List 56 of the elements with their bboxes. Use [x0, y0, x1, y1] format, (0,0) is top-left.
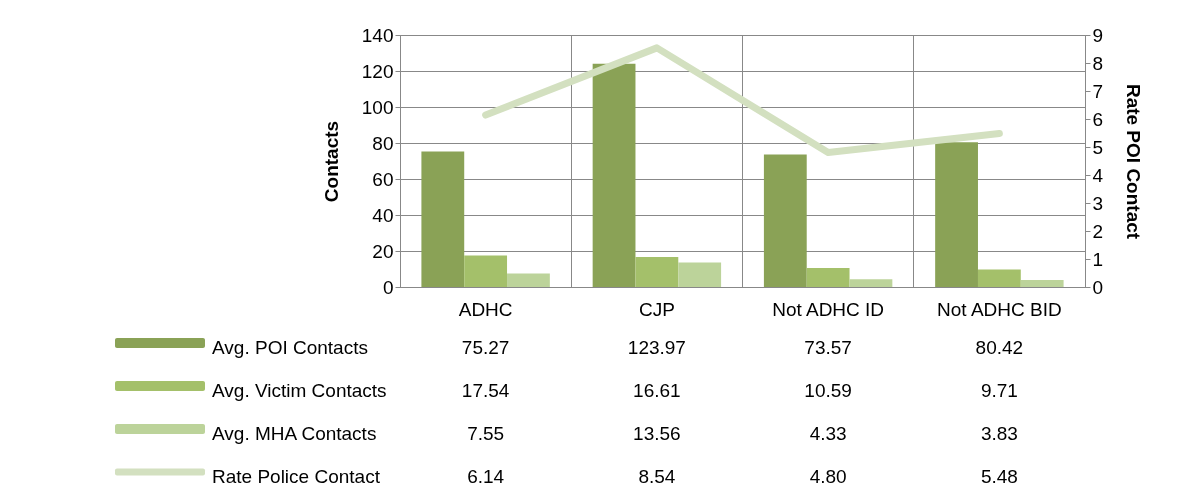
y2-tick-label: 7	[1092, 80, 1104, 102]
y2-tick-label: 3	[1092, 192, 1104, 214]
y-tick-label: 140	[361, 24, 394, 46]
data-label: 75.27	[461, 337, 510, 358]
y2-tick-label: 5	[1092, 136, 1104, 158]
y2-tick-label: 9	[1092, 24, 1104, 46]
y2-tick-label: 1	[1092, 248, 1104, 270]
bar	[464, 255, 508, 287]
y-tick-label: 120	[361, 60, 394, 82]
bar	[1020, 280, 1064, 287]
data-label: 3.83	[980, 423, 1018, 444]
y2-tick-label: 8	[1092, 52, 1104, 74]
data-label: 4.33	[809, 423, 847, 444]
x-tick-label: Not ADHC BID	[937, 298, 1062, 320]
data-label: 123.97	[627, 337, 686, 358]
x-tick-label: ADHC	[458, 298, 513, 320]
data-label: 4.80	[809, 466, 847, 487]
bar	[678, 262, 722, 287]
bar	[507, 273, 550, 287]
y-tick-label: 60	[372, 168, 394, 190]
y-tick-label: 0	[382, 276, 394, 298]
bar	[806, 267, 850, 287]
data-label: 16.61	[633, 380, 681, 401]
y-tick-label: 40	[372, 204, 394, 226]
bar	[763, 154, 807, 287]
data-label: 6.14	[467, 466, 505, 487]
y2-axis-title: Rate POI Contact	[1123, 83, 1145, 240]
data-label: 5.48	[980, 466, 1018, 487]
legend-label: Avg. Victim Contacts	[212, 380, 387, 401]
data-label: 10.59	[804, 380, 852, 401]
data-label: 13.56	[633, 423, 681, 444]
bar	[849, 279, 893, 287]
bar	[935, 142, 978, 287]
data-label: 7.55	[467, 423, 505, 444]
bar	[421, 151, 465, 287]
y2-tick-label: 2	[1092, 220, 1104, 242]
y2-tick-label: 0	[1092, 276, 1104, 298]
data-label: 17.54	[461, 380, 510, 401]
legend-label: Rate Police Contact	[212, 466, 381, 487]
bar	[977, 269, 1021, 287]
y2-tick-label: 4	[1092, 164, 1104, 186]
x-tick-label: Not ADHC ID	[772, 298, 885, 320]
x-tick-label: CJP	[638, 298, 675, 320]
y2-tick-label: 6	[1092, 108, 1104, 130]
bar	[635, 257, 679, 287]
data-label: 8.54	[638, 466, 676, 487]
legend-label: Avg. POI Contacts	[212, 337, 368, 358]
y-axis-title: Contacts	[320, 120, 342, 203]
data-label: 9.71	[980, 380, 1018, 401]
y-tick-label: 20	[372, 240, 394, 262]
data-label: 73.57	[804, 337, 852, 358]
y-tick-label: 80	[372, 132, 394, 154]
y-tick-label: 100	[361, 96, 394, 118]
legend-label: Avg. MHA Contacts	[212, 423, 377, 444]
bar	[592, 63, 636, 287]
data-label: 80.42	[975, 337, 1024, 358]
